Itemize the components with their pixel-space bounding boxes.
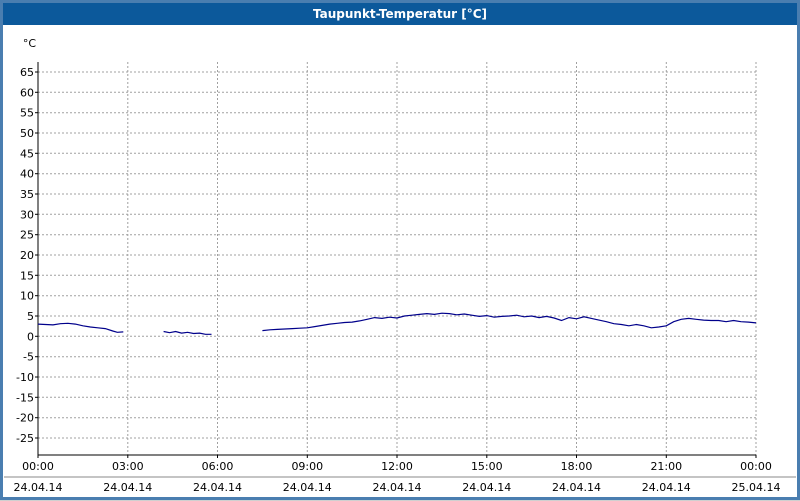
x-tick-time: 18:00 (561, 460, 593, 473)
x-tick-date: 24.04.14 (462, 481, 511, 494)
series-line (37, 322, 124, 333)
x-axis-labels: 00:00 24.04.14 03:00 24.04.14 06:00 24.04.14 0… (14, 455, 781, 494)
y-tick-label: 55 (20, 107, 34, 120)
y-tick-label: 50 (20, 127, 34, 140)
series-line (163, 330, 212, 335)
x-tick-date: 24.04.14 (103, 481, 152, 494)
x-tick-date: 24.04.14 (14, 481, 63, 494)
x-tick-time: 06:00 (202, 460, 234, 473)
y-tick-label: 0 (27, 330, 34, 343)
x-tick-date: 24.04.14 (642, 481, 691, 494)
y-tick-label: 60 (20, 86, 34, 99)
y-axis-unit: °C (23, 37, 37, 50)
gridlines (38, 62, 757, 455)
y-tick-label: 10 (20, 290, 34, 303)
y-tick-label: 35 (20, 188, 34, 201)
y-tick-label: 5 (27, 310, 34, 323)
x-tick-date: 24.04.14 (283, 481, 332, 494)
x-tick-date: 25.04.14 (732, 481, 781, 494)
x-tick-time: 00:00 (740, 460, 772, 473)
chart-panel: 65 60 55 50 45 40 35 30 25 20 15 10 5 0 -5 -10 -15 -20 -25… (3, 25, 797, 497)
x-tick-time: 21:00 (650, 460, 682, 473)
x-tick-time: 00:00 (22, 460, 54, 473)
y-axis-labels: 65605550454035302520151050-5-10-15-20-25… (16, 37, 38, 445)
y-tick-label: -20 (16, 412, 34, 425)
y-tick-label: 30 (20, 208, 34, 221)
x-tick-date: 24.04.14 (193, 481, 242, 494)
x-tick-time: 03:00 (112, 460, 144, 473)
y-tick-label: 40 (20, 168, 34, 181)
window-title: Taupunkt-Temperatur [°C] (312, 7, 488, 21)
chart-svg: 65605550454035302520151050-5-10-15-20-25… (3, 25, 797, 497)
y-tick-label: 65 (20, 66, 34, 79)
window-titlebar: Taupunkt-Temperatur [°C] (3, 3, 797, 25)
x-tick-date: 24.04.14 (373, 481, 422, 494)
x-tick-time: 15:00 (471, 460, 503, 473)
x-tick-time: 09:00 (291, 460, 323, 473)
y-tick-label: 25 (20, 229, 34, 242)
y-tick-label: -10 (16, 371, 34, 384)
series-Taupunkt-Temperatur (37, 312, 757, 335)
x-tick-time: 12:00 (381, 460, 413, 473)
y-tick-label: -25 (16, 432, 34, 445)
y-tick-label: -5 (23, 351, 34, 364)
y-tick-label: 45 (20, 147, 34, 160)
y-tick-label: -15 (16, 391, 34, 404)
plot-background (3, 25, 797, 497)
x-tick-date: 24.04.14 (552, 481, 601, 494)
series-line (262, 312, 757, 332)
y-tick-label: 15 (20, 269, 34, 282)
y-tick-label: 20 (20, 249, 34, 262)
